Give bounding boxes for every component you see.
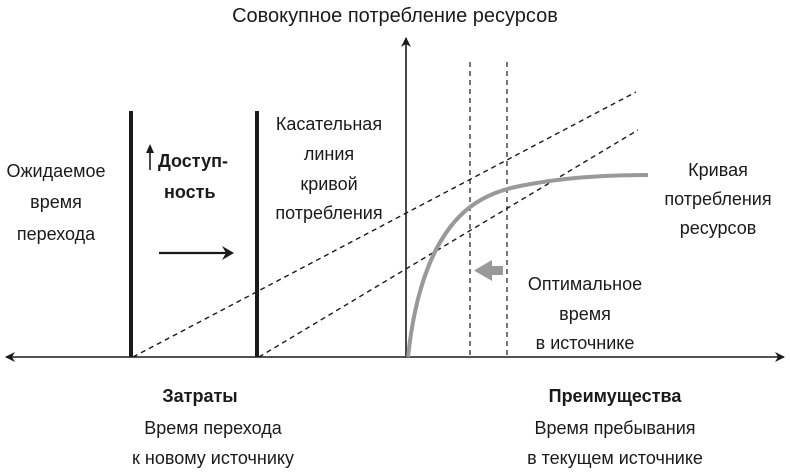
tangent-line-1 (132, 91, 637, 358)
label-line: ресурсов (680, 218, 757, 238)
label-line: Доступ- (158, 151, 228, 171)
label-line: Кривая (688, 160, 748, 180)
tangent-line-2 (258, 129, 639, 358)
optimal-time-label: Оптимальное время в источнике (528, 274, 642, 353)
label-line: в источнике (536, 333, 635, 353)
label-line: время (30, 192, 82, 212)
label-line: Оптимальное (528, 274, 642, 294)
label-line: перехода (17, 224, 96, 244)
label-line: время (559, 304, 611, 324)
label-line: кривой (300, 174, 357, 194)
label-line: линия (304, 144, 354, 164)
tangent-label: Касательная линия кривой потребления (275, 114, 382, 223)
label-line: к новому источнику (132, 448, 294, 468)
label-line: потребления (275, 203, 382, 223)
right-arrow-head-icon (222, 246, 234, 260)
label-line: Касательная (276, 114, 382, 134)
label-line: Время перехода (144, 418, 282, 438)
availability-label: Доступ- ность (158, 151, 228, 202)
curve-label: Кривая потребления ресурсов (664, 160, 771, 238)
label-line: Ожидаемое (6, 161, 105, 181)
shift-arrow-shaft (490, 266, 503, 275)
up-arrow-head-icon (146, 144, 154, 153)
label-line: потребления (664, 189, 771, 209)
label-line: ность (164, 182, 216, 202)
costs-heading: Затраты (162, 386, 237, 406)
shift-arrow-icon (474, 260, 492, 281)
benefits-label: Преимущества Время пребывания в текущем … (527, 386, 703, 468)
label-line: Время пребывания (534, 418, 695, 438)
label-line: в текущем источнике (527, 448, 703, 468)
diagram-title: Совокупное потребление ресурсов (232, 5, 558, 27)
benefits-heading: Преимущества (549, 386, 683, 406)
expected-transition-label: Ожидаемое время перехода (6, 161, 105, 244)
costs-label: Затраты Время перехода к новому источник… (132, 386, 294, 468)
consumption-curve (406, 173, 649, 358)
